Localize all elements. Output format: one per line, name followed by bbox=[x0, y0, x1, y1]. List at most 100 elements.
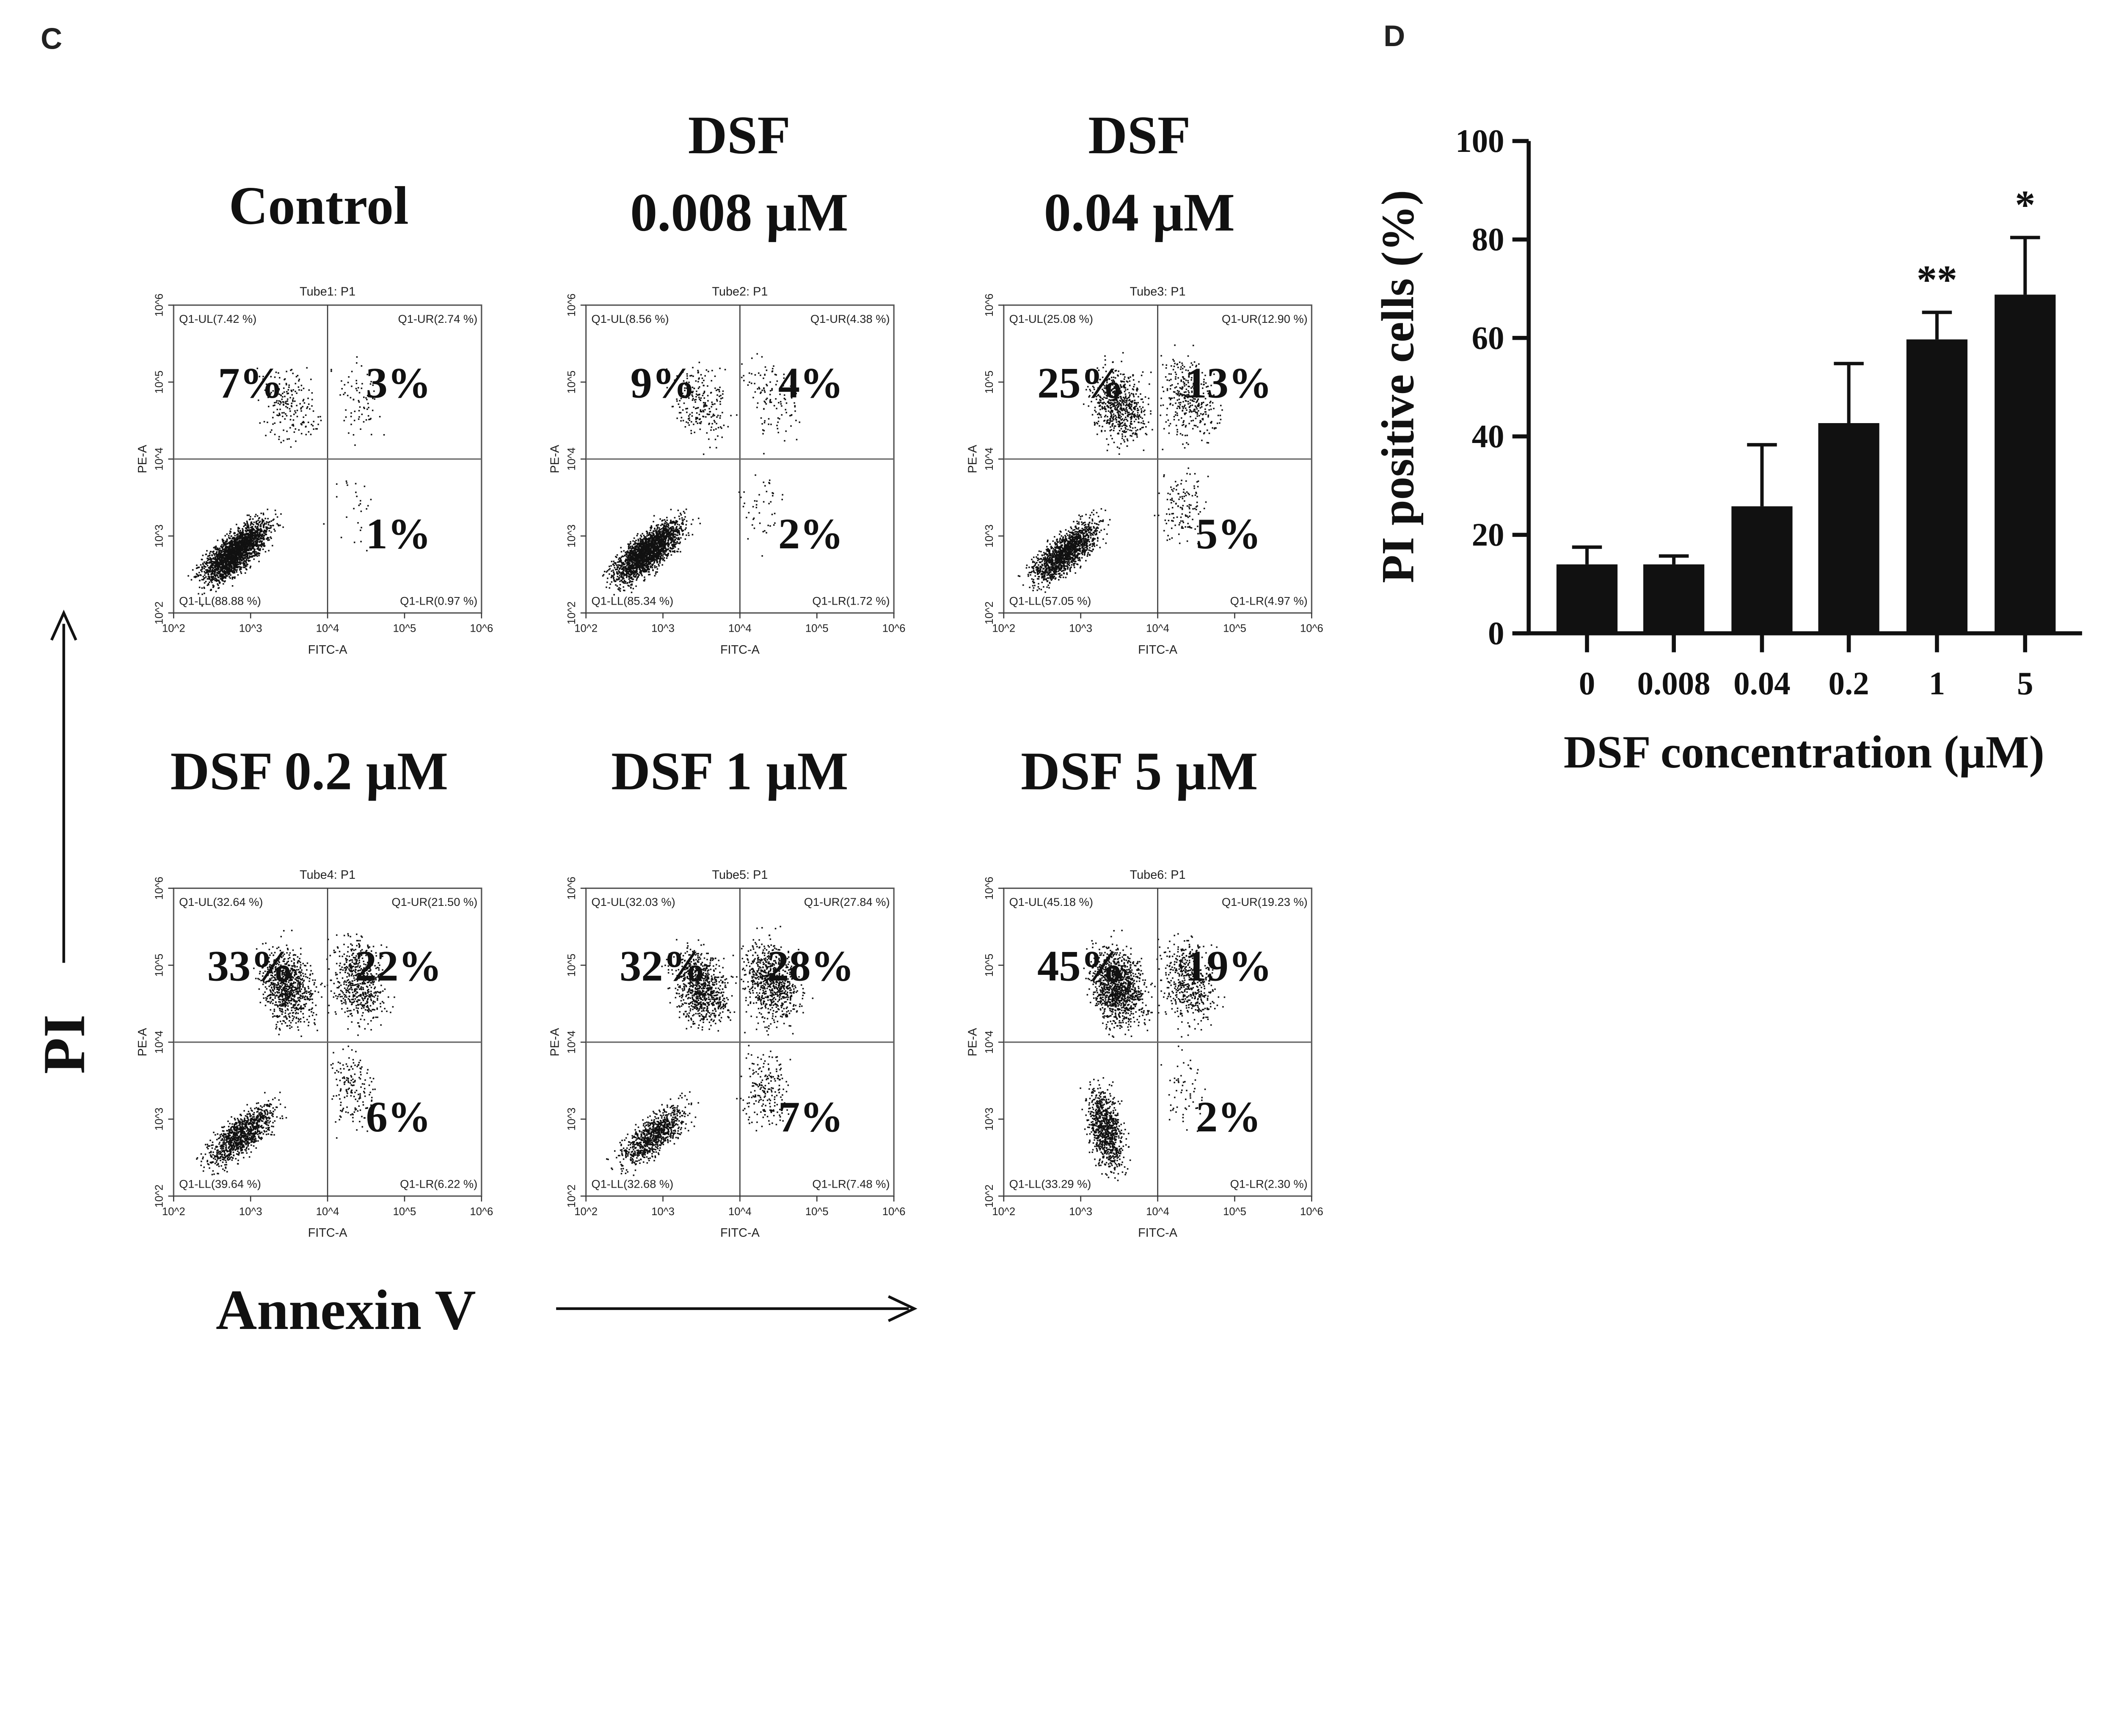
data-point bbox=[240, 530, 241, 532]
data-point bbox=[230, 567, 232, 569]
data-point bbox=[271, 429, 273, 431]
data-point bbox=[254, 555, 256, 557]
data-point bbox=[237, 560, 239, 562]
data-point bbox=[358, 400, 360, 402]
data-point bbox=[295, 391, 296, 392]
data-point bbox=[609, 573, 610, 575]
data-point bbox=[253, 539, 255, 541]
data-point bbox=[259, 536, 261, 538]
data-point bbox=[665, 548, 667, 550]
data-point bbox=[313, 428, 314, 430]
data-point bbox=[253, 524, 254, 525]
data-point bbox=[660, 542, 661, 544]
data-point bbox=[698, 361, 700, 363]
data-point bbox=[316, 428, 318, 430]
data-point bbox=[720, 395, 722, 396]
data-point bbox=[287, 392, 289, 394]
data-point bbox=[215, 591, 217, 592]
plot-title: 0.008 µM bbox=[630, 182, 848, 242]
data-point bbox=[355, 483, 357, 484]
data-point bbox=[368, 418, 370, 421]
data-point bbox=[675, 520, 678, 522]
data-point bbox=[684, 538, 686, 540]
data-point bbox=[632, 559, 634, 561]
data-point bbox=[606, 571, 607, 573]
data-point bbox=[305, 426, 307, 428]
data-point bbox=[247, 525, 248, 528]
data-point bbox=[261, 544, 263, 546]
data-point bbox=[667, 549, 669, 550]
data-point bbox=[654, 545, 656, 546]
data-point bbox=[247, 523, 249, 525]
data-point bbox=[300, 433, 303, 435]
data-point bbox=[649, 550, 650, 552]
data-point bbox=[201, 571, 203, 572]
data-point bbox=[283, 387, 285, 389]
data-point bbox=[626, 554, 628, 556]
data-point bbox=[673, 541, 675, 543]
data-point bbox=[723, 424, 725, 426]
data-point bbox=[680, 537, 682, 539]
data-point bbox=[226, 551, 227, 553]
data-point bbox=[660, 539, 662, 541]
data-point bbox=[274, 422, 276, 424]
data-point bbox=[630, 569, 631, 572]
data-point bbox=[204, 592, 205, 594]
data-point bbox=[204, 577, 206, 579]
data-point bbox=[277, 524, 279, 526]
data-point bbox=[617, 573, 619, 575]
data-point bbox=[273, 528, 275, 530]
data-point bbox=[658, 564, 660, 565]
data-point bbox=[635, 564, 637, 566]
data-point bbox=[639, 548, 641, 550]
data-point bbox=[656, 571, 658, 573]
data-point bbox=[294, 410, 296, 412]
data-point bbox=[290, 415, 292, 417]
data-point bbox=[273, 411, 275, 413]
data-point bbox=[719, 395, 720, 397]
data-point bbox=[220, 575, 222, 576]
data-point bbox=[215, 564, 217, 566]
data-point bbox=[303, 416, 304, 418]
data-point bbox=[676, 530, 678, 532]
data-point bbox=[677, 509, 679, 512]
data-point bbox=[320, 419, 322, 421]
data-point bbox=[213, 574, 215, 576]
data-point bbox=[650, 549, 652, 550]
data-point bbox=[640, 563, 642, 565]
data-point bbox=[636, 551, 638, 553]
data-point bbox=[287, 389, 289, 391]
data-point bbox=[249, 567, 251, 569]
data-point bbox=[310, 378, 312, 380]
data-point bbox=[620, 559, 622, 561]
data-point bbox=[284, 418, 286, 420]
x-axis-title: FITC-A bbox=[308, 643, 348, 657]
data-point bbox=[638, 556, 639, 558]
data-point bbox=[655, 556, 657, 558]
data-point bbox=[223, 567, 225, 569]
data-point bbox=[225, 563, 227, 565]
data-point bbox=[611, 570, 612, 572]
data-point bbox=[262, 548, 264, 550]
data-point bbox=[366, 408, 368, 410]
data-point bbox=[256, 533, 258, 535]
data-point bbox=[673, 527, 675, 529]
data-point bbox=[626, 567, 628, 569]
data-point bbox=[680, 514, 682, 516]
data-point bbox=[353, 542, 355, 543]
data-point bbox=[253, 521, 255, 523]
data-point bbox=[285, 413, 287, 415]
data-point bbox=[631, 578, 633, 579]
data-point bbox=[668, 528, 670, 530]
data-point bbox=[625, 566, 627, 567]
data-point bbox=[231, 578, 233, 580]
data-point bbox=[630, 587, 632, 589]
data-point bbox=[331, 369, 332, 371]
data-point bbox=[360, 510, 362, 512]
data-point bbox=[668, 544, 670, 546]
data-point bbox=[653, 557, 654, 558]
data-point bbox=[664, 540, 667, 542]
data-point bbox=[620, 547, 622, 549]
data-point bbox=[639, 537, 641, 539]
data-point bbox=[657, 537, 659, 539]
